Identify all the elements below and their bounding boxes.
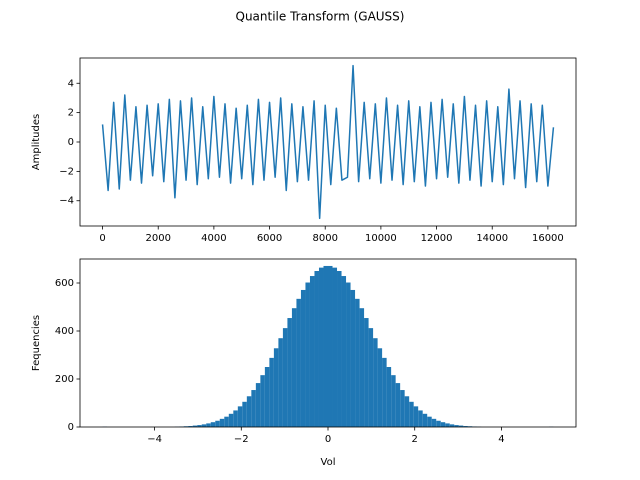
bar — [323, 265, 328, 427]
bar — [458, 425, 464, 427]
bar — [395, 383, 401, 427]
bar — [300, 289, 306, 427]
y-tick-label: 2 — [68, 108, 74, 119]
x-tick-label: 4000 — [201, 233, 226, 244]
bar — [382, 357, 387, 427]
y-tick-label: 400 — [55, 326, 74, 337]
bar — [192, 425, 198, 427]
y-axis-label: Fequencies — [31, 315, 42, 371]
bar — [386, 367, 392, 427]
bar — [454, 425, 459, 427]
bar — [413, 406, 419, 427]
x-tick-label: 12000 — [421, 233, 453, 244]
bar — [427, 416, 432, 427]
bar — [359, 308, 365, 427]
bar — [318, 267, 324, 427]
axes: 0 2000 4000 6000 8000 10000 12000 14000 16000 −4 −… — [31, 57, 577, 244]
bar — [296, 298, 301, 427]
bar — [278, 338, 283, 427]
bar — [440, 422, 446, 427]
x-tick-label: 10000 — [365, 233, 397, 244]
x-tick-label: 8000 — [312, 233, 337, 244]
x-tick-label: 4 — [498, 434, 504, 445]
bar — [463, 426, 468, 427]
bar — [341, 276, 347, 427]
bar — [368, 328, 374, 427]
x-tick-label: −2 — [234, 434, 249, 445]
bar — [391, 375, 396, 427]
bar — [431, 418, 437, 427]
bar — [210, 422, 216, 427]
x-tick-label: 14000 — [476, 233, 508, 244]
bar — [377, 348, 383, 427]
bar — [418, 410, 423, 427]
bar — [346, 282, 351, 427]
bar — [445, 423, 450, 427]
bar — [314, 271, 319, 427]
y-tick-label: −4 — [59, 196, 74, 207]
bar — [246, 396, 252, 427]
bar — [201, 424, 207, 427]
bar — [449, 424, 455, 427]
bar — [287, 318, 292, 427]
bar — [404, 396, 410, 427]
bar — [273, 348, 279, 427]
bar — [355, 298, 360, 427]
bar — [224, 416, 229, 427]
x-tick-label: 2 — [412, 434, 418, 445]
bar — [237, 406, 243, 427]
y-tick-label: 0 — [68, 137, 74, 148]
bar — [255, 383, 261, 427]
y-tick-label: 4 — [68, 78, 74, 89]
line — [101, 64, 555, 220]
bar — [233, 410, 238, 427]
x-tick-label: −4 — [147, 434, 162, 445]
bar — [328, 265, 333, 427]
y-tick-label: 600 — [55, 278, 74, 289]
bar — [350, 289, 356, 427]
bar — [242, 401, 247, 427]
bar — [282, 328, 288, 427]
bar — [228, 413, 234, 427]
bar — [364, 318, 369, 427]
bar — [436, 420, 441, 427]
bar — [215, 420, 220, 427]
x-tick-label: 6000 — [257, 233, 282, 244]
x-tick-label: 0 — [325, 434, 331, 445]
x-tick-label: 0 — [99, 233, 105, 244]
y-tick-label: 200 — [55, 374, 74, 385]
bar — [332, 267, 338, 427]
x-tick-label: 16000 — [532, 233, 564, 244]
x-tick-label: 2000 — [145, 233, 170, 244]
bar — [269, 357, 274, 427]
y-tick-label: −2 — [59, 166, 74, 177]
bar — [206, 423, 211, 427]
bar — [264, 367, 270, 427]
bar — [400, 390, 405, 427]
bar — [337, 271, 342, 427]
bar — [373, 338, 378, 427]
x-axis-label: Vol — [321, 457, 336, 468]
bar — [219, 418, 225, 427]
bar — [291, 308, 297, 427]
bar — [251, 390, 256, 427]
axes: −4 −2 0 2 4 0 200 400 600 Fequencies Vol — [31, 258, 577, 468]
bar — [422, 413, 428, 427]
y-axis-label: Amplitudes — [31, 114, 42, 170]
bar — [188, 426, 193, 427]
chart-title: Quantile Transform (GAUSS) — [236, 10, 405, 24]
bar — [409, 401, 414, 427]
y-tick-label: 0 — [68, 422, 74, 433]
bar — [305, 282, 310, 427]
bar — [197, 425, 202, 427]
bar — [309, 276, 315, 427]
bar — [260, 375, 265, 427]
